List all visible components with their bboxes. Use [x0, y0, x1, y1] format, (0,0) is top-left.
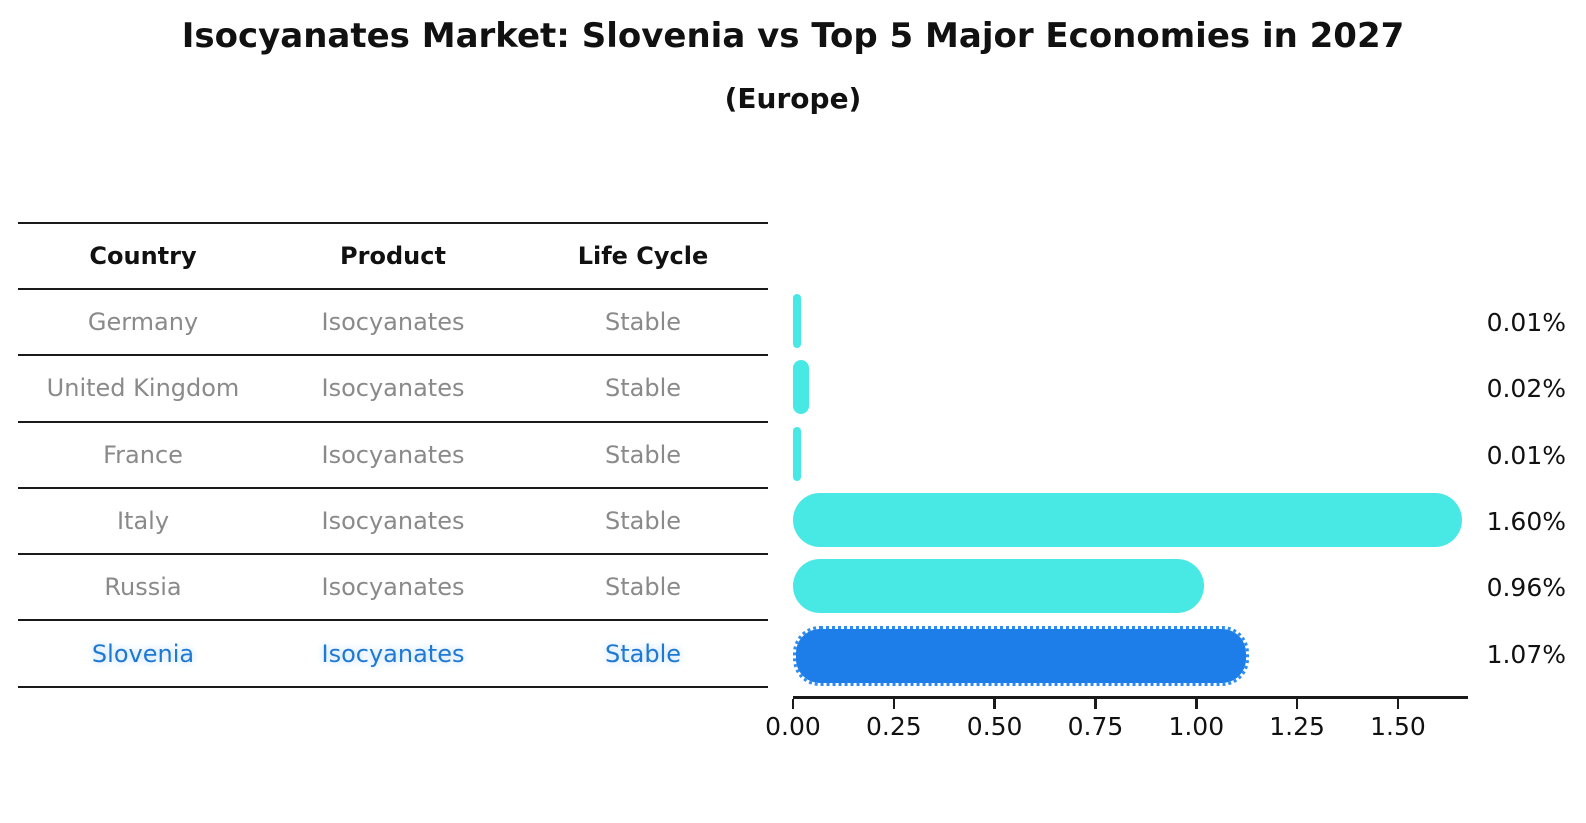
bar-value-label: 0.96% [1486, 573, 1566, 603]
x-tick-mark [993, 699, 996, 709]
x-tick-label: 1.25 [1269, 712, 1325, 741]
x-tick-label: 1.00 [1168, 712, 1225, 741]
cell-life_cycle: Stable [604, 507, 682, 536]
table-header-row: Country Product Life Cycle [18, 224, 768, 290]
cell-life_cycle: Stable [604, 573, 682, 602]
x-tick-label: 0.25 [865, 712, 922, 741]
cell-country: Italy [116, 507, 170, 536]
x-tick-mark [1396, 699, 1400, 709]
chart-title: Isocyanates Market: Slovenia vs Top 5 Ma… [181, 16, 1405, 56]
x-tick-label: 0.75 [1067, 712, 1124, 741]
cell-product: Isocyanates [321, 374, 465, 403]
bar-germany [793, 294, 802, 349]
table-row: United Kingdom Isocyanates Stable [18, 356, 768, 423]
table-row: Italy Isocyanates Stable [18, 489, 768, 556]
cell-country: Germany [87, 308, 199, 337]
bar-italy [793, 493, 1463, 548]
country-table: Country Product Life Cycle Germany Isocya… [18, 222, 768, 688]
bar-france [793, 426, 802, 481]
cell-life_cycle: Stable [604, 440, 682, 469]
x-tick-label: 0.50 [966, 712, 1023, 741]
cell-product: Isocyanates [321, 639, 465, 668]
x-tick-mark [791, 699, 795, 709]
column-header-product: Product [340, 242, 446, 270]
cell-country: Slovenia [91, 639, 195, 668]
chart-subtitle: (Europe) [724, 82, 862, 115]
table-row: France Isocyanates Stable [18, 423, 768, 489]
cell-product: Isocyanates [321, 573, 465, 602]
cell-country: Russia [104, 573, 182, 602]
cell-life_cycle: Stable [604, 374, 682, 403]
cell-product: Isocyanates [321, 507, 465, 536]
bar-value-label: 0.01% [1486, 440, 1566, 470]
bar-value-label: 1.60% [1486, 507, 1566, 537]
table-body: Germany Isocyanates Stable United Kingdom Is… [18, 290, 768, 688]
bar-value-label: 0.02% [1486, 374, 1566, 404]
bar-slovenia [793, 625, 1249, 686]
x-tick-mark [1195, 699, 1198, 709]
cell-product: Isocyanates [321, 440, 465, 469]
cell-life_cycle: Stable [604, 639, 682, 668]
cell-country: United Kingdom [46, 374, 240, 403]
bar-value-label: 1.07% [1486, 639, 1566, 669]
x-axis-line [793, 696, 1468, 699]
bar-united-kingdom [793, 360, 810, 415]
bar-value-label: 0.01% [1486, 308, 1566, 338]
cell-country: France [103, 440, 183, 469]
cell-product: Isocyanates [321, 308, 465, 337]
column-header-lifecycle: Life Cycle [577, 242, 709, 270]
x-tick-label: 0.00 [765, 712, 821, 741]
table-row: Slovenia Isocyanates Stable [18, 621, 768, 688]
x-tick-mark [1094, 699, 1097, 709]
column-header-country: Country [89, 242, 197, 270]
table-row: Germany Isocyanates Stable [18, 290, 768, 357]
x-tick-mark [892, 699, 896, 709]
table-row: Russia Isocyanates Stable [18, 555, 768, 622]
bar-russia [793, 559, 1205, 614]
cell-life_cycle: Stable [604, 308, 682, 337]
x-tick-label: 1.50 [1370, 712, 1426, 741]
x-tick-mark [1295, 699, 1299, 709]
